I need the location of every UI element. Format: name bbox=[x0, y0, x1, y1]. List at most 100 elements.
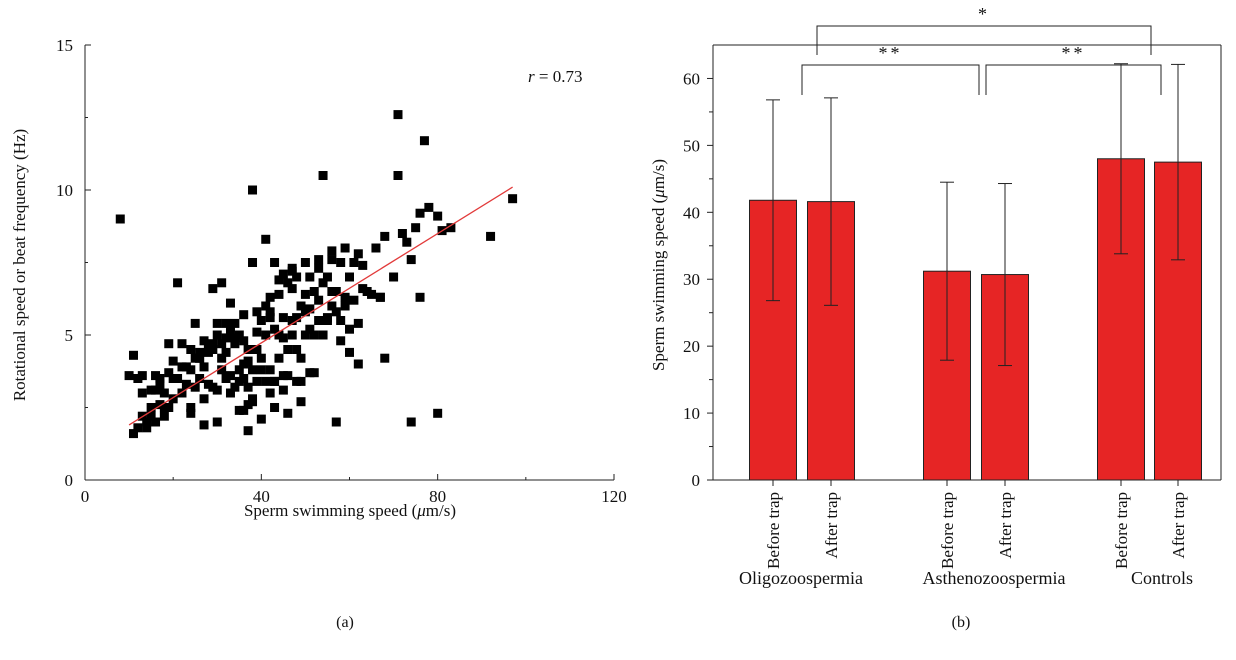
scatter-point bbox=[287, 284, 297, 294]
scatter-point bbox=[331, 307, 341, 317]
scatter-point bbox=[164, 368, 174, 378]
scatter-point bbox=[212, 330, 222, 340]
scatter-point bbox=[212, 385, 222, 395]
scatter-x-tick-label: 80 bbox=[429, 487, 446, 506]
scatter-point bbox=[265, 388, 275, 398]
scatter-point bbox=[393, 171, 403, 180]
bar-category-label: Before trap bbox=[1112, 492, 1131, 569]
scatter-point bbox=[265, 292, 275, 302]
scatter-point bbox=[287, 316, 297, 325]
scatter-point bbox=[243, 382, 253, 392]
scatter-point bbox=[486, 231, 496, 241]
scatter-y-ticks: 0 5 10 15 bbox=[56, 36, 91, 490]
scatter-point bbox=[261, 330, 271, 340]
scatter-point bbox=[283, 345, 293, 354]
scatter-point bbox=[336, 316, 346, 325]
scatter-point bbox=[309, 287, 319, 296]
scatter-point bbox=[234, 365, 244, 375]
scatter-point bbox=[327, 301, 337, 311]
scatter-point bbox=[195, 353, 205, 363]
scatter-point bbox=[190, 318, 200, 328]
scatter-point bbox=[424, 202, 434, 212]
scatter-point bbox=[252, 376, 262, 386]
scatter-point bbox=[168, 356, 178, 366]
scatter-y-label: Rotational speed or beat frequency (Hz) bbox=[10, 129, 29, 401]
bar-category-label: Before trap bbox=[938, 492, 957, 569]
panel-label-b: (b) bbox=[952, 614, 971, 631]
scatter-point bbox=[375, 292, 385, 302]
scatter-point bbox=[318, 278, 328, 288]
scatter-point bbox=[230, 382, 240, 392]
scatter-point bbox=[270, 258, 280, 267]
scatter-point bbox=[340, 301, 350, 311]
scatter-point bbox=[367, 289, 377, 299]
scatter-x-tick-label: 40 bbox=[253, 487, 270, 506]
scatter-point bbox=[230, 318, 240, 328]
scatter-point bbox=[270, 324, 280, 334]
scatter-point bbox=[252, 307, 262, 317]
scatter-point bbox=[137, 388, 147, 398]
scatter-point bbox=[151, 371, 161, 381]
scatter-x-tick-label: 0 bbox=[81, 487, 90, 506]
scatter-point bbox=[177, 339, 187, 349]
scatter-point bbox=[248, 258, 258, 267]
scatter-point bbox=[146, 385, 156, 395]
scatter-point bbox=[274, 330, 284, 340]
scatter-point bbox=[239, 405, 249, 415]
scatter-point bbox=[318, 171, 328, 180]
scatter-x-label: Sperm swimming speed (μm/s) bbox=[244, 501, 456, 520]
scatter-point bbox=[287, 266, 297, 276]
scatter-point bbox=[248, 365, 258, 375]
category-labels: Before trap After trap Before trap After tr… bbox=[764, 480, 1188, 569]
significance-brackets: ** *** bbox=[801, 4, 1162, 95]
scatter-point bbox=[168, 394, 178, 404]
scatter-point bbox=[199, 336, 209, 346]
scatter-point bbox=[221, 333, 231, 343]
scatter-y-tick-label: 15 bbox=[56, 36, 73, 55]
scatter-point bbox=[217, 353, 227, 363]
scatter-point bbox=[287, 330, 297, 340]
scatter-point bbox=[243, 345, 253, 354]
scatter-point bbox=[133, 423, 143, 433]
scatter-point bbox=[151, 417, 161, 427]
scatter-point bbox=[115, 214, 125, 224]
scatter-point bbox=[142, 417, 152, 427]
group-label-asthenozoospermia: Asthenozoospermia bbox=[923, 568, 1066, 588]
scatter-point bbox=[411, 223, 421, 233]
scatter-point bbox=[300, 330, 310, 340]
scatter-point bbox=[230, 333, 240, 343]
scatter-point bbox=[252, 345, 262, 354]
scatter-point bbox=[124, 371, 134, 381]
scatter-point bbox=[446, 223, 456, 233]
bar-category-label: After trap bbox=[1169, 492, 1188, 559]
scatter-point bbox=[508, 194, 518, 204]
scatter-point bbox=[137, 371, 147, 381]
scatter-point bbox=[389, 272, 399, 282]
scatter-point bbox=[261, 301, 271, 311]
scatter-point bbox=[199, 420, 209, 430]
scatter-point bbox=[270, 403, 280, 412]
scatter-point bbox=[305, 368, 315, 378]
scatter-point bbox=[265, 365, 275, 375]
significance-bracket bbox=[801, 64, 980, 95]
scatter-point bbox=[336, 336, 346, 346]
scatter-point bbox=[397, 229, 407, 238]
scatter-point bbox=[353, 249, 363, 259]
scatter-point bbox=[380, 231, 390, 241]
scatter-point bbox=[402, 237, 412, 247]
scatter-point bbox=[159, 388, 169, 398]
scatter-point bbox=[322, 272, 332, 282]
scatter-point bbox=[177, 388, 187, 398]
scatter-point bbox=[128, 429, 138, 439]
scatter-point bbox=[283, 408, 293, 418]
bar-y-tick-label: 10 bbox=[683, 404, 700, 423]
scatter-point bbox=[380, 353, 390, 363]
scatter-point bbox=[186, 403, 196, 412]
scatter-point bbox=[358, 284, 368, 294]
bars bbox=[749, 158, 1202, 481]
scatter-y-tick-label: 5 bbox=[65, 326, 74, 345]
scatter-point bbox=[173, 374, 183, 383]
correlation-annotation: r = 0.73 bbox=[528, 67, 582, 86]
